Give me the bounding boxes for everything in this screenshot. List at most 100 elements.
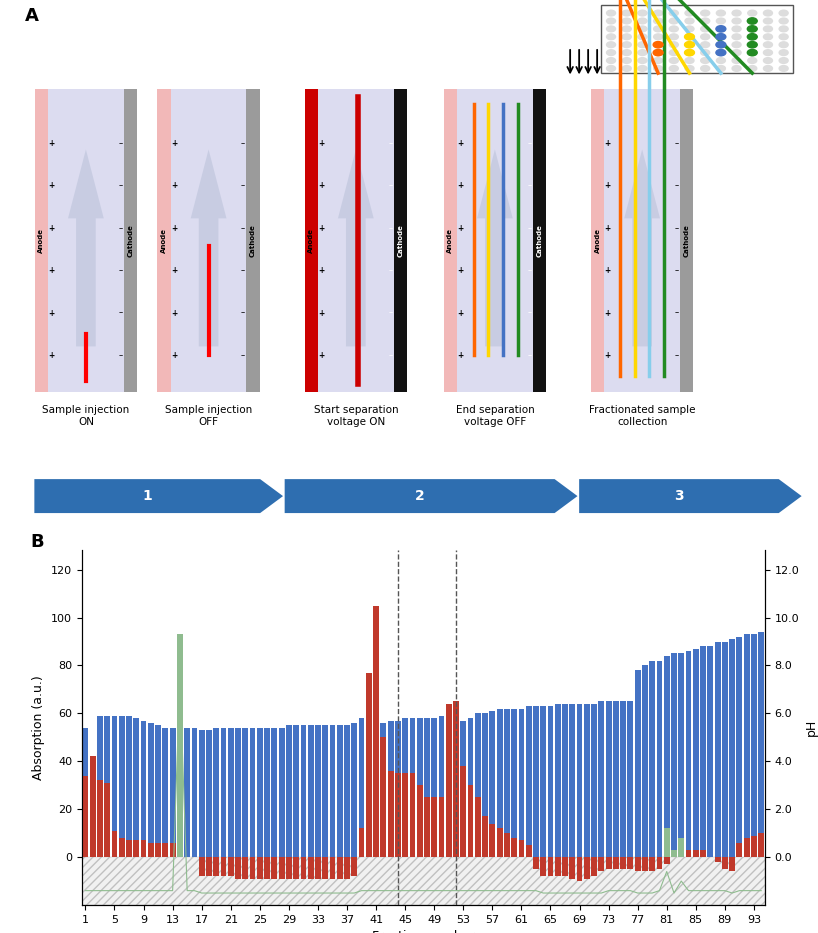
Bar [293, 725, 299, 857]
Text: +: + [48, 181, 55, 190]
Circle shape [717, 10, 726, 16]
Bar [279, 728, 285, 857]
Bar [395, 720, 401, 857]
Bar [577, 857, 582, 881]
Bar [657, 857, 663, 869]
Bar [519, 841, 524, 857]
Circle shape [763, 18, 772, 24]
Bar [119, 838, 124, 857]
Circle shape [701, 42, 710, 48]
Circle shape [654, 49, 663, 55]
Circle shape [748, 18, 757, 24]
Bar [199, 857, 204, 876]
Bar [751, 634, 757, 857]
Text: +: + [457, 351, 464, 360]
Text: Cathode: Cathode [250, 224, 256, 257]
Bar [322, 857, 328, 879]
Text: –: – [389, 224, 393, 232]
Bar [213, 728, 219, 857]
Circle shape [780, 58, 789, 63]
Polygon shape [285, 480, 578, 513]
Circle shape [669, 65, 678, 71]
Bar [736, 636, 742, 857]
Circle shape [654, 34, 663, 40]
Bar [83, 728, 88, 857]
Bar [541, 706, 546, 857]
Text: +: + [171, 224, 178, 232]
Circle shape [748, 26, 757, 32]
Bar [35, 89, 137, 392]
Bar [395, 773, 401, 857]
Text: +: + [457, 224, 464, 232]
Bar [591, 89, 605, 392]
Polygon shape [338, 149, 374, 346]
Bar [708, 647, 713, 857]
Bar [337, 725, 343, 857]
Bar [133, 841, 139, 857]
Bar [431, 718, 437, 857]
Circle shape [748, 34, 757, 40]
Bar [177, 634, 182, 857]
Text: –: – [528, 351, 532, 360]
Text: +: + [171, 351, 178, 360]
Text: Cathode: Cathode [128, 224, 133, 257]
Circle shape [780, 26, 789, 32]
Text: Anode: Anode [447, 228, 453, 253]
Text: –: – [389, 181, 393, 190]
Text: +: + [605, 351, 611, 360]
Circle shape [638, 42, 647, 48]
Bar [605, 857, 612, 869]
Text: –: – [119, 351, 123, 360]
Bar [155, 725, 161, 857]
Bar [461, 720, 466, 857]
Bar [305, 89, 318, 392]
Bar [242, 857, 248, 879]
Text: –: – [528, 224, 532, 232]
Bar [315, 857, 321, 879]
Circle shape [780, 65, 789, 71]
Text: 2: 2 [415, 489, 425, 503]
Bar [526, 845, 532, 857]
Bar [591, 857, 597, 876]
Circle shape [716, 26, 726, 32]
Circle shape [685, 10, 694, 16]
Text: +: + [318, 309, 325, 317]
Circle shape [638, 18, 647, 24]
Bar [497, 708, 502, 857]
Text: +: + [48, 224, 55, 232]
Bar [177, 728, 182, 857]
Bar [453, 718, 459, 857]
Bar [446, 716, 452, 857]
Circle shape [763, 34, 772, 40]
Bar [373, 725, 379, 857]
Circle shape [622, 65, 631, 71]
Circle shape [748, 49, 757, 56]
Bar [468, 786, 474, 857]
Text: –: – [119, 266, 123, 275]
Polygon shape [68, 149, 104, 346]
Bar [126, 716, 132, 857]
Text: 1: 1 [142, 489, 152, 503]
Circle shape [622, 26, 631, 32]
Bar [402, 718, 408, 857]
Circle shape [607, 58, 616, 63]
Text: –: – [528, 266, 532, 275]
Circle shape [701, 18, 710, 24]
Circle shape [654, 18, 663, 24]
Circle shape [716, 49, 726, 56]
Text: +: + [457, 139, 464, 147]
Bar [344, 857, 350, 879]
Circle shape [638, 49, 647, 55]
Polygon shape [34, 480, 283, 513]
Bar [678, 850, 684, 857]
Bar [235, 857, 241, 879]
Text: +: + [605, 139, 611, 147]
Bar [693, 850, 699, 857]
Bar [431, 797, 437, 857]
Bar [526, 706, 532, 857]
Bar [242, 728, 248, 857]
Bar [358, 718, 365, 857]
Bar [562, 857, 568, 876]
Text: +: + [171, 309, 178, 317]
Circle shape [701, 65, 710, 71]
